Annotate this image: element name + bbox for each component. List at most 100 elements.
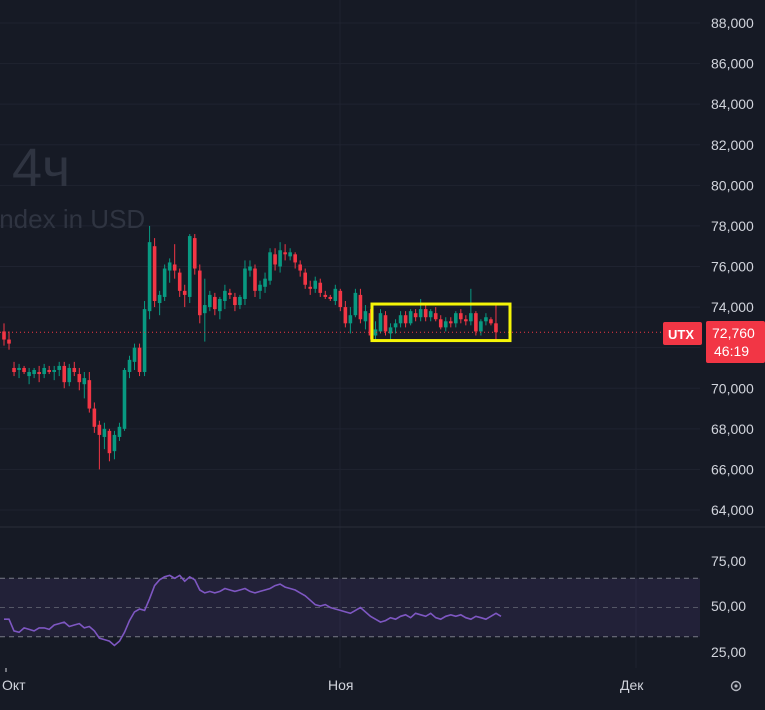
candle-body <box>248 266 252 271</box>
candle-body <box>343 307 348 324</box>
candle-body <box>393 323 398 328</box>
candle-body <box>7 339 11 344</box>
candle-body <box>398 315 403 324</box>
candle-body <box>187 236 192 297</box>
candle-body <box>318 282 323 293</box>
time-axis-label: Окт <box>2 677 26 693</box>
candle-body <box>494 323 498 333</box>
candle-body <box>127 359 132 373</box>
candle-body <box>233 296 237 306</box>
candle-body <box>484 317 488 322</box>
candle-body <box>333 288 338 301</box>
candle-body <box>338 290 343 308</box>
candle-body <box>253 268 257 291</box>
candle-body <box>203 305 207 314</box>
rsi-pane <box>0 574 700 647</box>
candle-body <box>152 246 157 301</box>
candle-body <box>283 252 287 255</box>
candle-body <box>167 262 172 271</box>
candle-body <box>278 250 282 267</box>
rsi-line <box>4 574 502 647</box>
candle-body <box>438 319 443 328</box>
rsi-tick-label: 50,00 <box>711 598 746 614</box>
candles <box>2 225 498 470</box>
candle-body <box>182 290 187 295</box>
candle-body <box>87 380 92 409</box>
candle-body <box>378 313 383 332</box>
candle-body <box>479 321 483 332</box>
symbol-badge <box>663 322 702 345</box>
candle-body <box>57 365 62 370</box>
candle-body <box>97 424 102 435</box>
candle-body <box>408 311 413 324</box>
price-badge <box>706 321 765 363</box>
price-tick-label: 80,000 <box>711 177 754 193</box>
candle-body <box>403 315 408 324</box>
price-tick-label: 64,000 <box>711 502 754 518</box>
candle-body <box>474 313 478 332</box>
candle-body <box>82 378 87 385</box>
settings-gear-icon[interactable] <box>730 680 742 692</box>
candle-body <box>137 347 142 373</box>
candle-body <box>428 311 433 318</box>
candle-body <box>2 331 6 340</box>
time-axis-label: Дек <box>620 677 644 693</box>
candle-body <box>323 294 328 297</box>
candle-body <box>22 367 26 373</box>
rsi-tick-label: 75,00 <box>711 553 746 569</box>
candle-body <box>423 309 428 318</box>
candle-body <box>47 369 51 373</box>
countdown-timer: 46:19 <box>714 343 749 359</box>
candle-body <box>102 428 107 437</box>
grid <box>0 0 700 668</box>
candle-body <box>32 369 36 375</box>
candle-body <box>157 294 162 304</box>
candle-body <box>273 254 277 265</box>
candle-body <box>172 264 177 271</box>
candle-body <box>132 347 137 362</box>
candle-body <box>258 284 262 291</box>
candle-body <box>12 367 16 373</box>
last-price-value: 72,760 <box>712 325 755 341</box>
candle-body <box>107 430 112 454</box>
candle-body <box>368 313 373 336</box>
candle-body <box>363 311 368 322</box>
candle-body <box>197 270 202 316</box>
candle-body <box>92 408 97 427</box>
candle-body <box>348 315 353 324</box>
candle-body <box>162 268 167 297</box>
time-axis[interactable]: Окт Ноя Дек <box>2 668 644 693</box>
candle-body <box>443 321 448 328</box>
candle-body <box>238 296 242 306</box>
watermark-interval: 4ч <box>12 138 70 198</box>
candle-body <box>308 286 313 289</box>
candle-body <box>418 309 423 318</box>
candle-body <box>303 272 307 285</box>
candle-body <box>117 426 122 437</box>
candle-body <box>42 367 46 375</box>
candle-body <box>192 238 197 269</box>
candle-body <box>353 292 358 316</box>
price-tick-label: 82,000 <box>711 137 754 153</box>
candle-body <box>228 292 232 295</box>
candle-body <box>358 294 363 320</box>
candle-body <box>67 367 72 383</box>
candle-body <box>213 296 217 310</box>
candle-body <box>413 313 418 318</box>
rsi-band <box>0 578 700 637</box>
candle-body <box>328 296 333 299</box>
candle-body <box>218 298 222 312</box>
price-tick-label: 66,000 <box>711 461 754 477</box>
symbol-badge-text: UTX <box>668 327 694 342</box>
candle-body <box>454 313 458 324</box>
candle-body <box>263 278 267 287</box>
candle-body <box>448 321 453 324</box>
price-tick-label: 86,000 <box>711 56 754 72</box>
candle-body <box>17 367 21 370</box>
price-tick-label: 70,000 <box>711 380 754 396</box>
highlight-box <box>370 302 512 343</box>
candle-body <box>77 374 82 383</box>
